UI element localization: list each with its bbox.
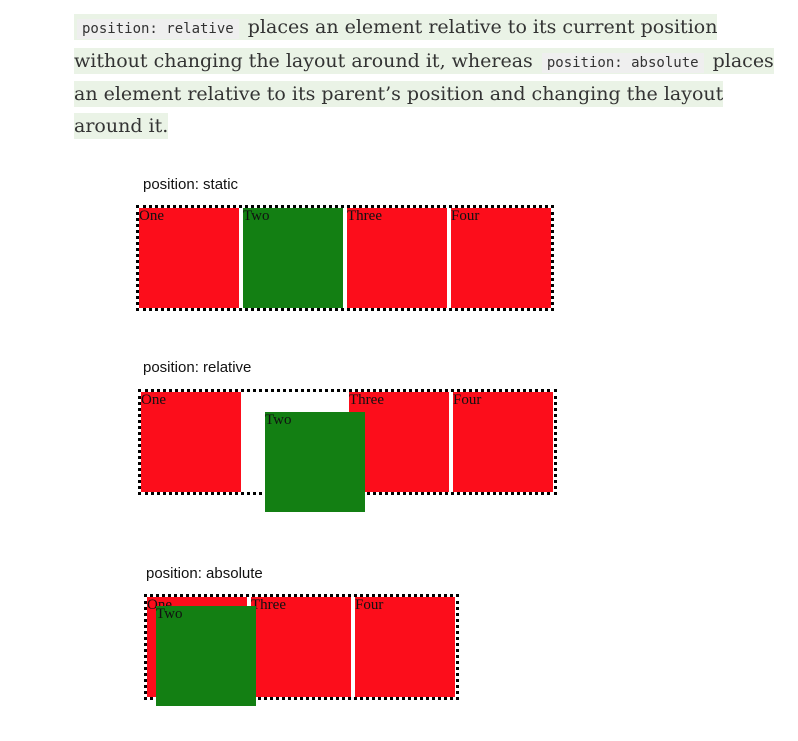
box-four: Four xyxy=(355,597,455,697)
box-three: Three xyxy=(349,392,449,492)
intro-text-1: places an element relative to its curren… xyxy=(74,16,718,72)
intro-highlight: position: relative places an element rel… xyxy=(74,14,774,139)
demo-label-absolute: position: absolute xyxy=(146,565,263,582)
intro-text-2: places an element relative to its parent… xyxy=(74,49,774,137)
box-one: One xyxy=(139,208,239,308)
code-position-relative: position: relative xyxy=(77,19,239,39)
container-relative: One Three Four Two xyxy=(138,389,557,512)
box-two-absolute: Two xyxy=(156,606,256,706)
box-two-offset: Two xyxy=(265,412,365,512)
box-three: Three xyxy=(347,208,447,308)
intro-paragraph: position: relative places an element rel… xyxy=(74,12,774,142)
demo-label-relative: position: relative xyxy=(143,359,252,376)
box-four: Four xyxy=(453,392,553,492)
container-static: One Two Three Four xyxy=(136,205,554,311)
box-four: Four xyxy=(451,208,551,308)
box-three: Three xyxy=(251,597,351,697)
box-two: Two xyxy=(243,208,343,308)
demo-label-static: position: static xyxy=(143,176,239,193)
code-position-absolute: position: absolute xyxy=(541,52,704,73)
container-absolute: One Three Four Two xyxy=(144,594,459,706)
box-one: One xyxy=(141,392,241,492)
